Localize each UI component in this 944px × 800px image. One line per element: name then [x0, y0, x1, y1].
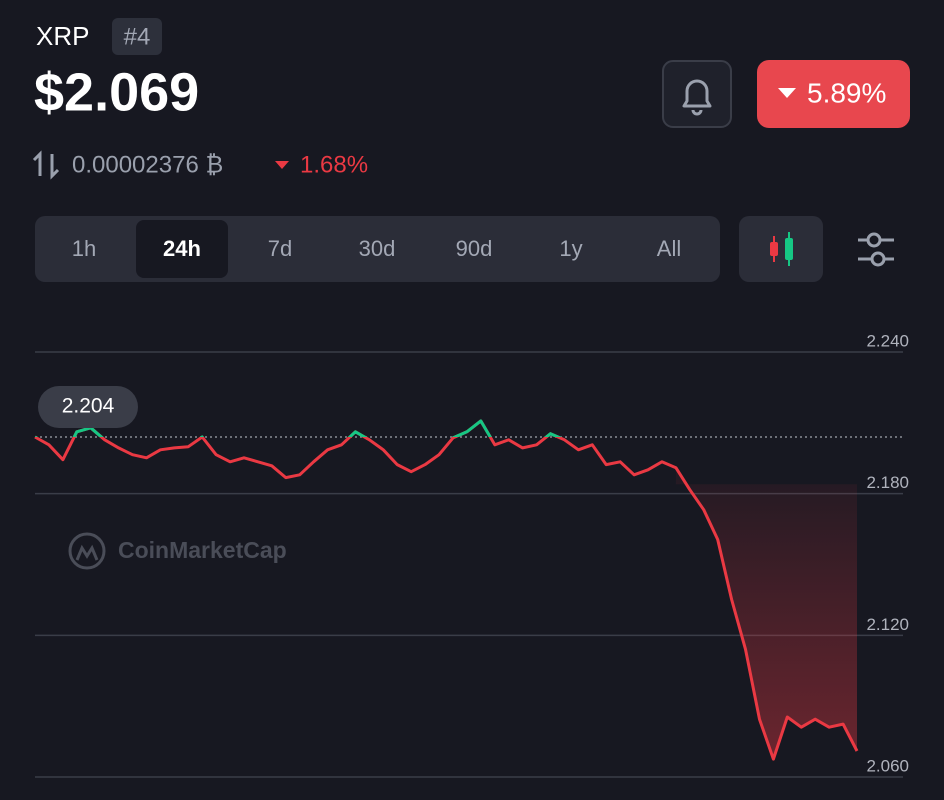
tab[interactable]: All [657, 236, 681, 261]
price: $2.069 [34, 62, 199, 122]
tab[interactable]: 30d [359, 236, 396, 261]
active-tab [136, 220, 228, 278]
btc-price: 0.00002376 ₿ [72, 151, 223, 178]
candle-body [770, 242, 778, 256]
change-badge [757, 60, 910, 128]
rank-badge [112, 18, 162, 55]
watermark: CoinMarketCap [118, 537, 287, 563]
y-tick-label: 2.180 [866, 473, 909, 492]
rank: #4 [124, 23, 151, 50]
y-tick-label: 2.120 [866, 615, 909, 634]
tab[interactable]: 1y [559, 236, 582, 261]
y-tick-label: 2.240 [866, 331, 909, 350]
drop-shade [675, 467, 857, 760]
tab[interactable]: 90d [456, 236, 493, 261]
btc-change: 1.68% [300, 151, 368, 178]
bell-icon [682, 79, 712, 116]
watermark-logo [68, 532, 106, 570]
reference-label: 2.204 [62, 395, 115, 418]
swap-icon [32, 150, 60, 180]
tab[interactable]: 7d [268, 236, 292, 261]
down-arrow [778, 88, 796, 98]
y-tick-label: 2.060 [866, 756, 909, 775]
reference-pill [38, 386, 138, 428]
settings-icon[interactable] [858, 232, 894, 267]
change: 5.89% [807, 77, 886, 108]
symbol: XRP [36, 21, 89, 51]
candle-button[interactable] [739, 216, 823, 282]
alert-button[interactable] [662, 60, 732, 128]
tab[interactable]: 1h [72, 236, 96, 261]
price-line [34, 419, 859, 761]
candle-body [785, 238, 793, 260]
down-arrow-small [275, 161, 289, 169]
tab[interactable]: 24h [163, 236, 201, 261]
